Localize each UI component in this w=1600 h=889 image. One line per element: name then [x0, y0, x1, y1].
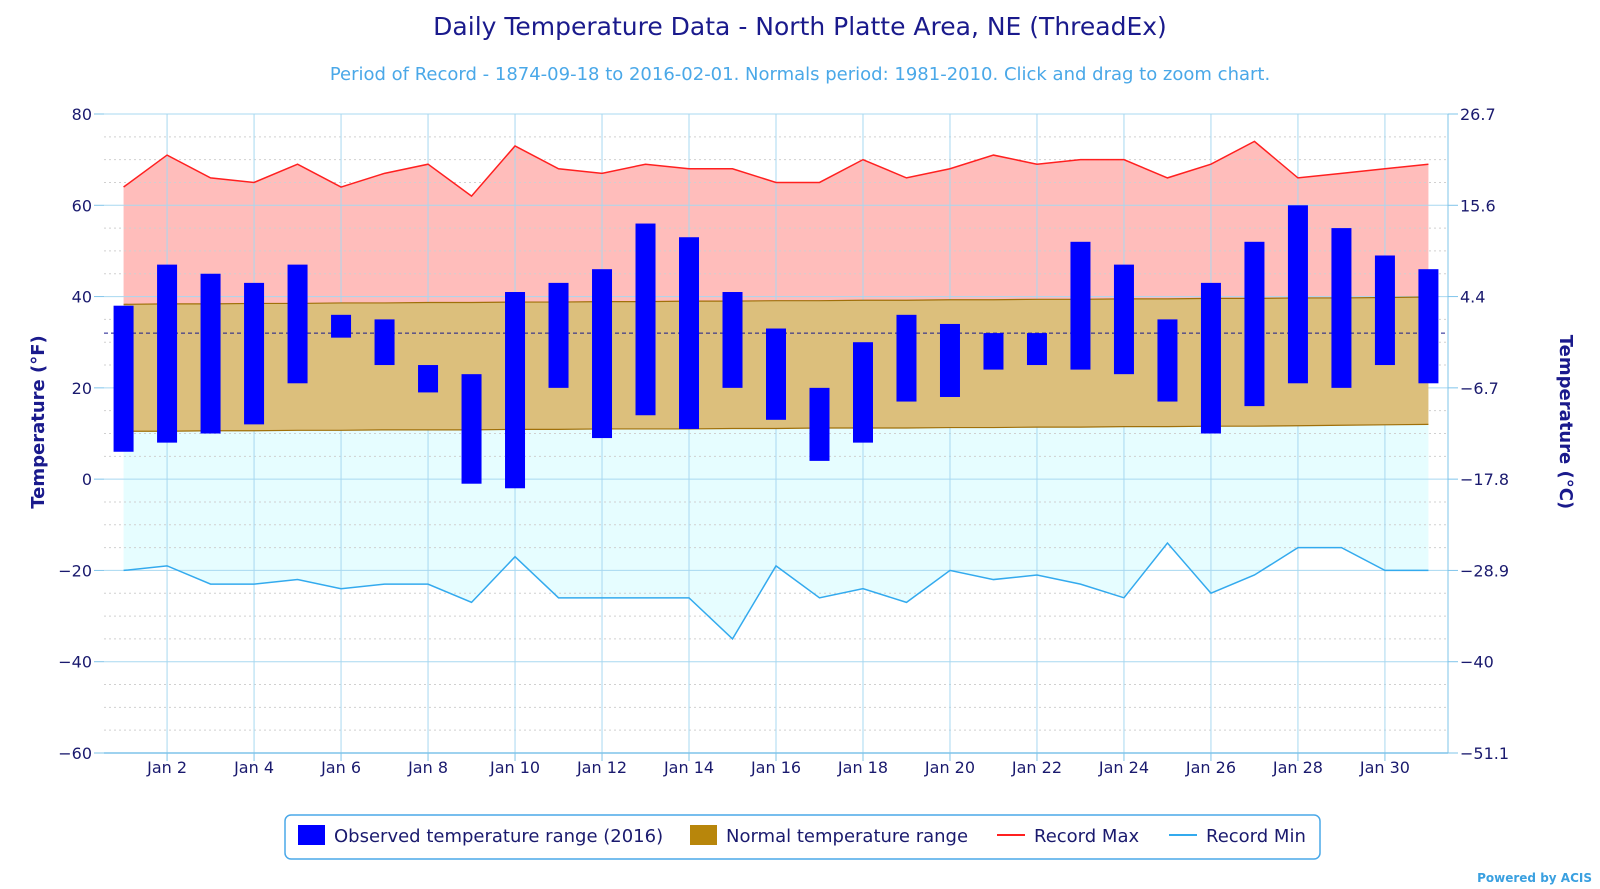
chart-title: Daily Temperature Data - North Platte Ar… [433, 12, 1167, 41]
x-tick-label: Jan 4 [233, 758, 274, 777]
legend: Observed temperature range (2016) Normal… [284, 814, 1321, 860]
observed-bar[interactable] [200, 273, 221, 434]
y-tick-label-right: −51.1 [1460, 744, 1509, 763]
y-tick-label-left: −60 [58, 744, 92, 763]
observed-bar[interactable] [635, 223, 656, 416]
observed-bar[interactable] [939, 323, 960, 397]
x-tick-label: Jan 12 [576, 758, 627, 777]
observed-bar[interactable] [1374, 255, 1395, 366]
legend-item-observed[interactable]: Observed temperature range (2016) [298, 825, 663, 847]
observed-bar[interactable] [679, 237, 700, 429]
y-tick-label-right: −17.8 [1460, 470, 1509, 489]
x-tick-label: Jan 26 [1185, 758, 1236, 777]
y-axis-left-ticks: −60 −40 −20 0 20 40 60 80 [58, 105, 104, 763]
record-lines [123, 140, 1429, 641]
chart-subtitle: Period of Record - 1874-09-18 to 2016-02… [330, 64, 1270, 85]
y-tick-label-left: 60 [72, 196, 92, 215]
x-tick-label: Jan 24 [1098, 758, 1149, 777]
observed-bar[interactable] [461, 374, 482, 484]
y-tick-label-right: −40 [1460, 653, 1494, 672]
record-min-line [123, 541, 1429, 641]
x-tick-label: Jan 10 [489, 758, 540, 777]
observed-bar[interactable] [852, 342, 873, 443]
y-tick-label-right: 26.7 [1460, 105, 1496, 124]
observed-bar[interactable] [505, 292, 526, 489]
y-tick-label-left: −40 [58, 653, 92, 672]
observed-bar[interactable] [374, 319, 395, 366]
x-tick-label: Jan 2 [146, 758, 187, 777]
y-tick-label-right: −28.9 [1460, 561, 1509, 580]
y-axis-right-ticks: −51.1 −40 −28.9 −17.8 −6.7 4.4 15.6 26.7 [1448, 105, 1509, 763]
legend-item-record-min[interactable]: Record Min [1169, 826, 1306, 847]
observed-bar[interactable] [1026, 333, 1047, 366]
observed-bar[interactable] [809, 387, 830, 461]
x-tick-label: Jan 28 [1272, 758, 1323, 777]
y-tick-label-left: 40 [72, 288, 92, 307]
x-tick-label: Jan 8 [407, 758, 448, 777]
observed-bar[interactable] [548, 282, 569, 388]
observed-bar[interactable] [1331, 228, 1352, 388]
x-tick-label: Jan 14 [663, 758, 714, 777]
legend-swatch-observed [298, 825, 325, 845]
x-tick-label: Jan 6 [320, 758, 361, 777]
observed-bar[interactable] [1070, 241, 1091, 370]
observed-bar[interactable] [1418, 269, 1439, 384]
observed-bar[interactable] [1157, 319, 1178, 402]
record-max-line [123, 140, 1429, 198]
legend-item-record-max[interactable]: Record Max [997, 826, 1139, 847]
x-tick-label: Jan 18 [837, 758, 888, 777]
observed-bar[interactable] [1244, 241, 1265, 407]
legend-label-normal: Normal temperature range [726, 826, 968, 847]
x-tick-label: Jan 20 [924, 758, 975, 777]
observed-bar[interactable] [287, 264, 308, 384]
legend-label-record-min: Record Min [1206, 826, 1306, 847]
observed-bar[interactable] [722, 292, 743, 388]
y-tick-label-left: 20 [72, 379, 92, 398]
observed-bar[interactable] [983, 333, 1004, 370]
legend-item-normal[interactable]: Normal temperature range [690, 825, 968, 847]
y-tick-label-right: 4.4 [1460, 288, 1485, 307]
observed-bar[interactable] [1113, 264, 1134, 375]
observed-bar[interactable] [418, 365, 439, 393]
observed-bar[interactable] [113, 305, 134, 452]
observed-bar[interactable] [592, 269, 613, 439]
y-tick-label-right: −6.7 [1460, 379, 1499, 398]
x-axis-ticks: Jan 2 Jan 4 Jan 6 Jan 8 Jan 10 Jan 12 Jan 14 Ja… [146, 753, 1410, 777]
y-tick-label-left: 80 [72, 105, 92, 124]
observed-bar[interactable] [157, 264, 178, 443]
observed-bar[interactable] [1200, 282, 1221, 434]
observed-bar[interactable] [331, 314, 352, 338]
y-axis-right-title: Temperature (°C) [1555, 335, 1576, 509]
y-tick-label-right: 15.6 [1460, 196, 1496, 215]
observed-bar[interactable] [1287, 205, 1308, 384]
legend-label-record-max: Record Max [1034, 826, 1139, 847]
x-tick-label: Jan 30 [1359, 758, 1410, 777]
y-tick-label-left: 0 [82, 470, 92, 489]
observed-bar[interactable] [766, 328, 786, 420]
observed-bar[interactable] [896, 314, 917, 402]
x-tick-label: Jan 22 [1011, 758, 1062, 777]
observed-bars [113, 205, 1439, 489]
legend-swatch-normal [690, 825, 717, 845]
y-tick-label-left: −20 [58, 561, 92, 580]
legend-box [284, 814, 1321, 860]
legend-label-observed: Observed temperature range (2016) [334, 826, 663, 847]
y-axis-left-title: Temperature (°F) [28, 335, 49, 509]
x-tick-label: Jan 16 [750, 758, 801, 777]
observed-bar[interactable] [244, 282, 265, 425]
credits-link[interactable]: Powered by ACIS [1477, 871, 1592, 885]
